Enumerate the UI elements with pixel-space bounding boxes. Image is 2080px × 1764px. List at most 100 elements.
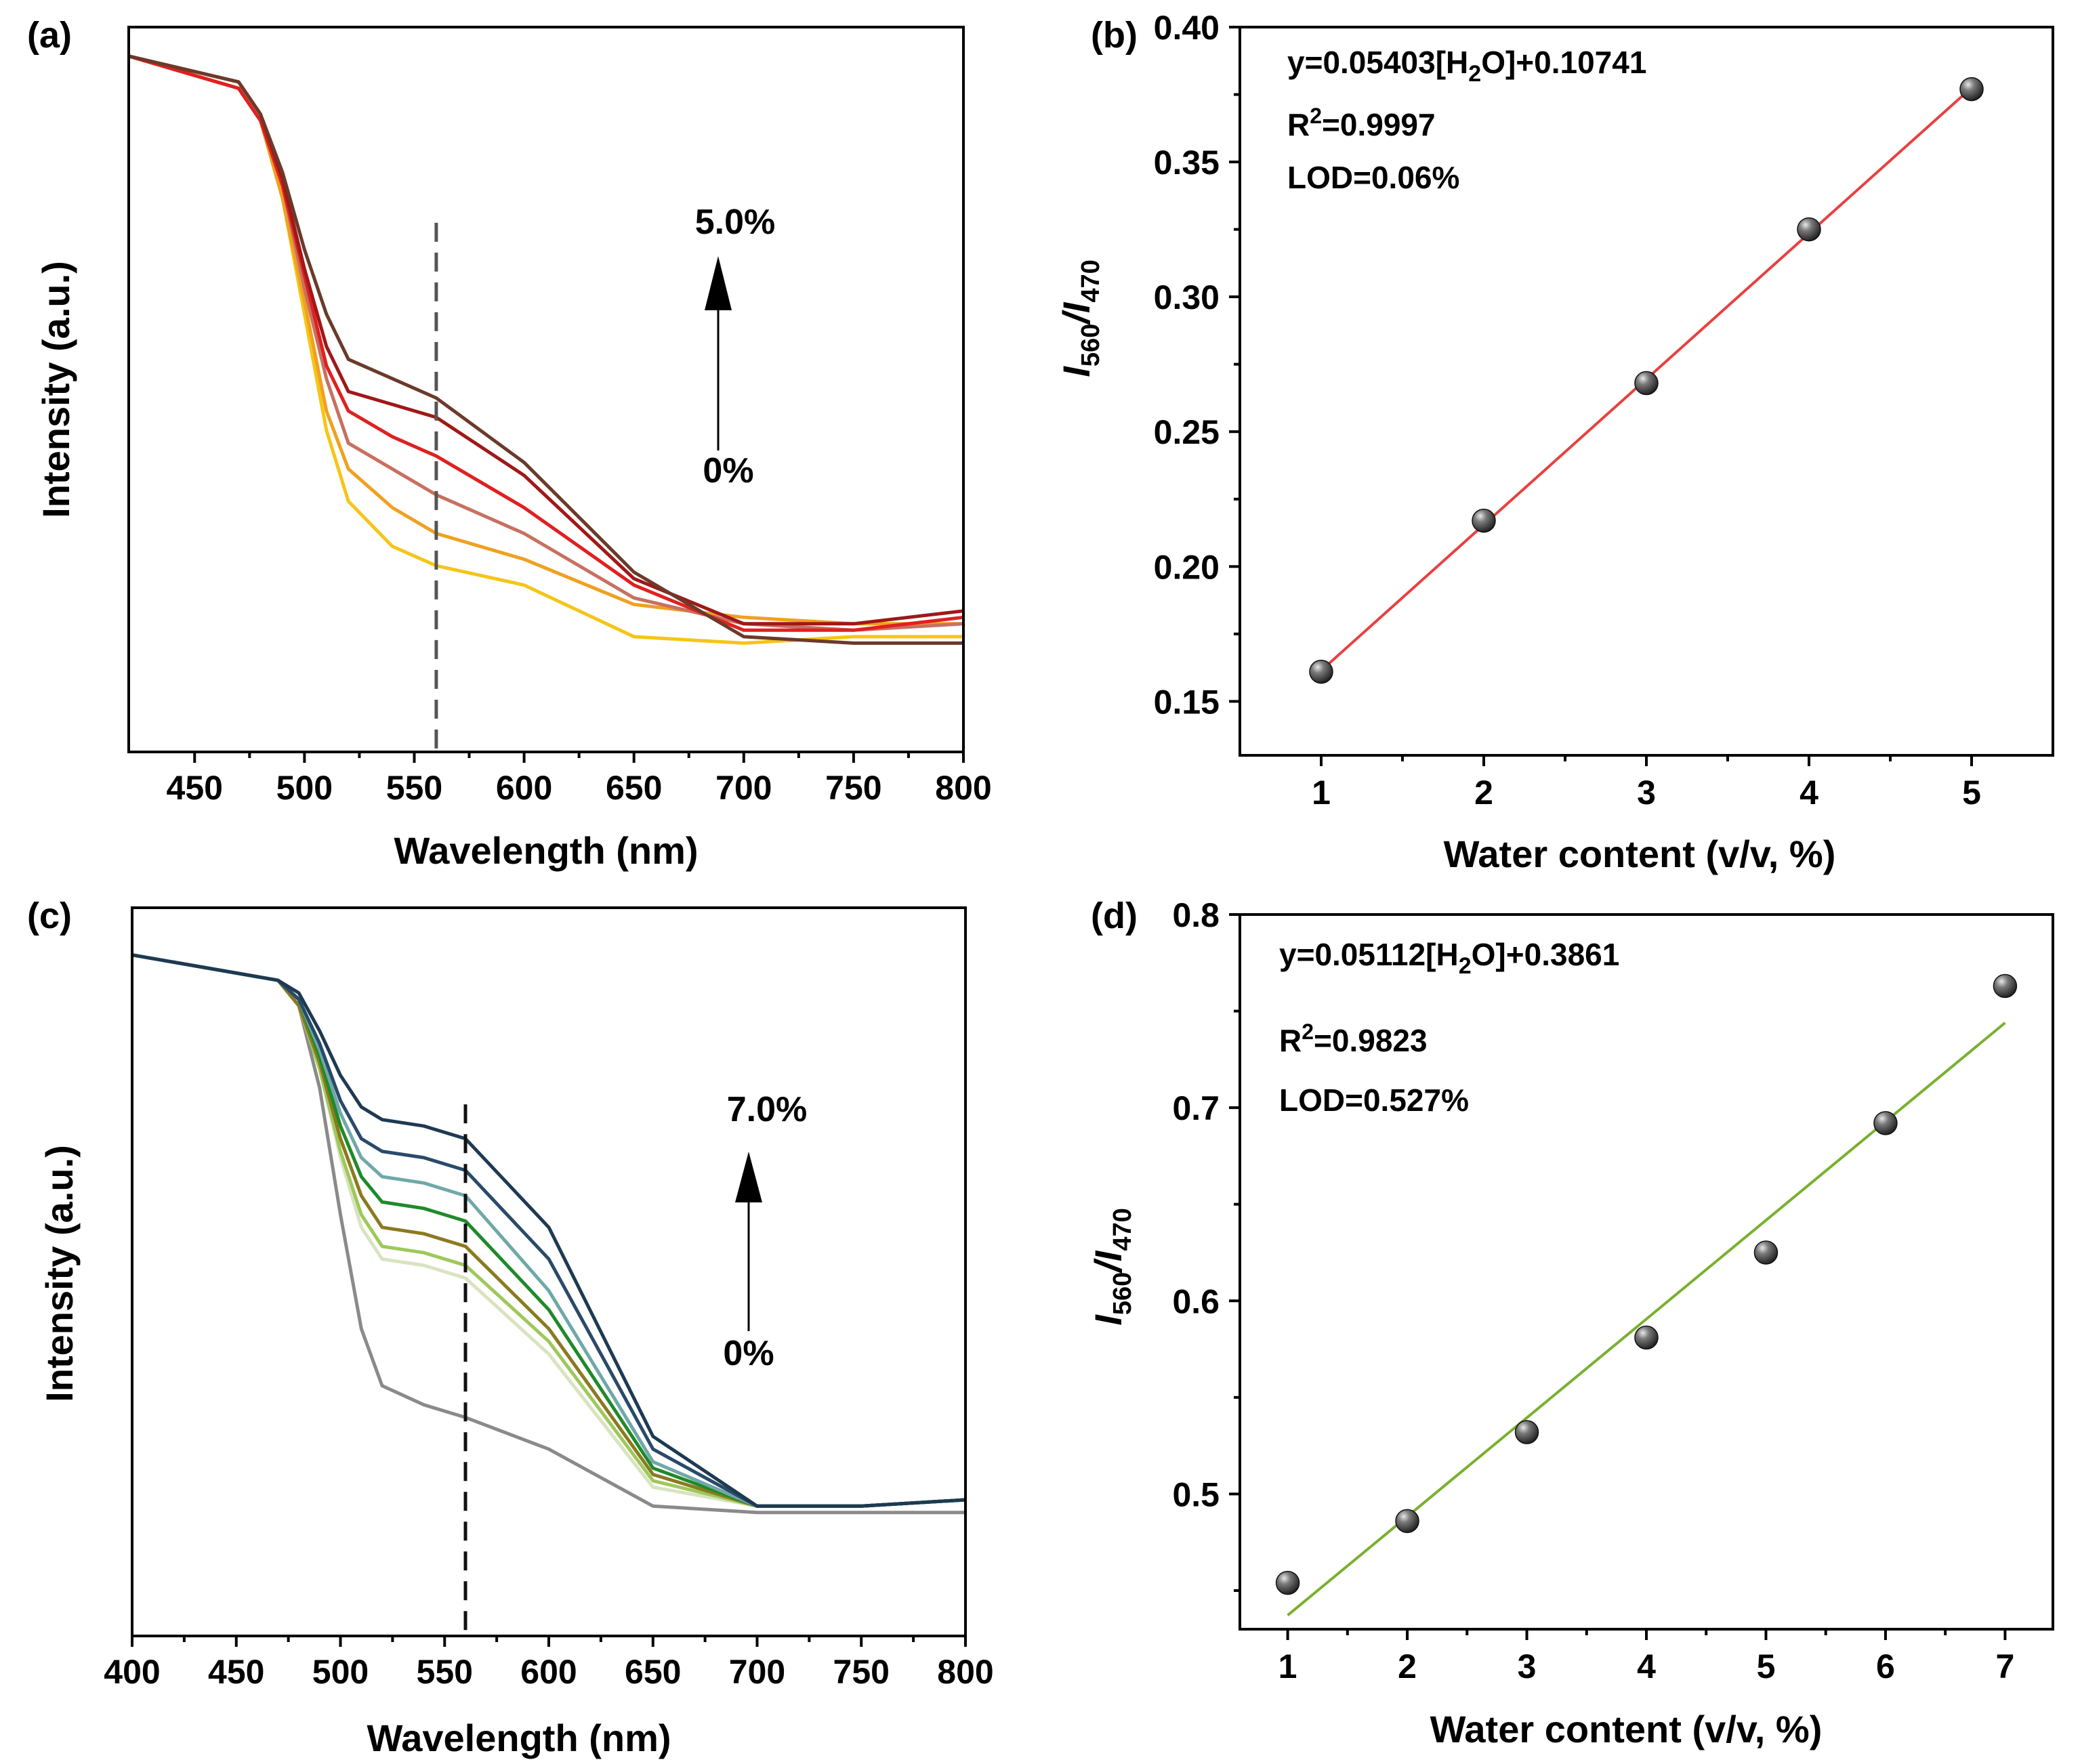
x-tick-label-a-1: 500	[276, 769, 333, 807]
panel-label-c: (c)	[27, 896, 72, 936]
y-tick-label-b-3: 0.30	[1154, 278, 1220, 316]
x-tick-label-c-4: 600	[520, 1653, 577, 1691]
x-tick-label-c-2: 500	[312, 1653, 369, 1691]
x-axis-label-b: Water content (v/v, %)	[1444, 833, 1836, 875]
x-tick-label-a-0: 450	[167, 769, 223, 807]
y-axis-label-c: Intensity (a.u.)	[38, 1145, 81, 1402]
eq-sub-d: 2	[1459, 953, 1472, 979]
lod-b: LOD=0.06%	[1287, 160, 1459, 195]
x-tick-label-a-4: 650	[606, 769, 662, 807]
fit-equation-d: y=0.05112[H2O]+0.3861	[1279, 937, 1619, 979]
x-tick-label-c-6: 700	[729, 1653, 785, 1691]
x-tick-label-b-2: 3	[1637, 774, 1656, 812]
r2-value-b: =0.9997	[1322, 107, 1436, 142]
x-tick-label-a-3: 600	[496, 769, 552, 807]
x-tick-label-a-5: 700	[715, 769, 772, 807]
y-tick-label-d-2: 0.7	[1172, 1089, 1220, 1127]
y-tick-label-b-0: 0.15	[1154, 683, 1220, 721]
arrow-up-icon-c	[735, 1152, 762, 1202]
series-line-a-2	[128, 54, 964, 632]
x-tick-label-d-5: 6	[1876, 1647, 1895, 1685]
data-point-d-1	[1395, 1509, 1419, 1534]
data-point-b-1	[1472, 508, 1496, 533]
x-tick-label-d-2: 3	[1518, 1647, 1537, 1685]
y-tick-label-d-1: 0.6	[1172, 1282, 1220, 1320]
y-ticks-b: 0.15 0.20 0.25 0.30 0.35 0.40	[1154, 9, 1240, 721]
x-tick-label-b-3: 4	[1800, 774, 1818, 812]
series-line-c-7	[131, 953, 966, 1508]
x-tick-label-a-6: 750	[825, 769, 881, 807]
y-tick-label-b-1: 0.20	[1154, 548, 1220, 586]
y-tick-label-b-5: 0.40	[1154, 9, 1220, 47]
series-line-a-0	[128, 54, 963, 645]
y-label-sep-b: /I	[1055, 301, 1098, 326]
x-tick-label-d-1: 2	[1398, 1647, 1417, 1685]
x-tick-label-b-0: 1	[1312, 774, 1331, 812]
fit-equation-b: y=0.05403[H2O]+0.10741	[1287, 45, 1646, 87]
arrow-top-label-a: 5.0%	[695, 203, 776, 242]
y-label-i-b: I	[1055, 366, 1098, 377]
x-tick-label-b-1: 2	[1474, 774, 1493, 812]
series-group-c	[131, 953, 966, 1515]
x-tick-label-d-0: 1	[1278, 1647, 1297, 1685]
x-tick-label-a-2: 550	[386, 769, 442, 807]
x-axis-label-d: Water content (v/v, %)	[1430, 1708, 1823, 1750]
series-line-c-0	[131, 953, 965, 1515]
x-tick-label-b-4: 5	[1962, 774, 1981, 812]
y-label-i-d: I	[1087, 1314, 1129, 1326]
r-squared-b: R2=0.9997	[1287, 104, 1436, 142]
y-tick-label-b-2: 0.25	[1154, 413, 1220, 451]
eq-sub-b: 2	[1468, 61, 1481, 87]
eq-suffix-d: O]+0.3861	[1472, 937, 1620, 972]
panel-d: (d) 1 2 3 4 5 6 7 0.5 0.6 0.7 0.8 Water content (…	[1087, 896, 2054, 1750]
data-point-d-5	[1873, 1111, 1898, 1135]
x-tick-label-c-7: 750	[833, 1653, 890, 1691]
x-tick-label-c-1: 450	[208, 1653, 264, 1691]
r2-sup-b: 2	[1310, 104, 1322, 128]
x-tick-label-c-5: 650	[625, 1653, 681, 1691]
x-ticks-b: 1 2 3 4 5	[1312, 755, 1981, 812]
x-tick-label-c-8: 800	[937, 1653, 993, 1691]
x-tick-label-d-6: 7	[1996, 1647, 2015, 1685]
eq-prefix-d: y=0.05112[H	[1279, 937, 1459, 972]
x-tick-label-d-4: 5	[1757, 1647, 1776, 1685]
data-point-b-4	[1959, 77, 1984, 102]
panel-label-d: (d)	[1091, 896, 1138, 936]
series-line-c-6	[131, 953, 966, 1508]
y-axis-label-b: I560/I470	[1055, 259, 1105, 377]
r-squared-d: R2=0.9823	[1279, 1020, 1428, 1058]
panel-label-a: (a)	[27, 15, 72, 56]
panel-b: (b) 1 2 3 4 5 0.15 0.20 0.25 0.30 0.35 0.40 Water…	[1055, 9, 2054, 875]
panel-a: (a) 450 500 550 600 650 700 750 800 Wavelength …	[27, 15, 992, 872]
arrow-bottom-label-c: 0%	[723, 1334, 774, 1373]
r2-value-d: =0.9823	[1314, 1023, 1428, 1058]
plot-frame-c	[131, 906, 967, 1637]
y-tick-label-d-3: 0.8	[1172, 896, 1220, 934]
panel-c: (c) 400 450 500 550 600 650 700 750 800 Waveleng…	[27, 896, 994, 1759]
x-ticks-a: 450 500 550 600 650 700 750 800	[167, 752, 992, 807]
series-line-a-3	[128, 54, 964, 632]
r2-prefix-b: R	[1287, 107, 1310, 142]
y-tick-label-d-0: 0.5	[1172, 1475, 1220, 1513]
x-ticks-d: 1 2 3 4 5 6 7	[1278, 1629, 2015, 1685]
x-tick-label-d-3: 4	[1637, 1647, 1656, 1685]
arrow-up-icon-a	[705, 256, 732, 310]
data-point-d-6	[1993, 973, 2018, 999]
x-tick-label-c-0: 400	[104, 1653, 160, 1691]
series-line-a-5	[128, 54, 963, 645]
y-label-sub1-b: 560	[1077, 324, 1105, 366]
series-group-a	[128, 54, 964, 645]
arrow-top-label-c: 7.0%	[727, 1090, 808, 1129]
x-tick-label-a-7: 800	[935, 769, 991, 807]
r2-prefix-d: R	[1279, 1023, 1302, 1058]
y-tick-label-b-4: 0.35	[1154, 144, 1220, 182]
series-line-a-1	[128, 54, 963, 626]
r2-sup-d: 2	[1302, 1020, 1314, 1044]
eq-prefix-b: y=0.05403[H	[1287, 45, 1468, 80]
y-label-sub1-d: 560	[1108, 1272, 1137, 1315]
y-label-sub2-d: 470	[1108, 1208, 1137, 1251]
x-tick-label-c-3: 550	[417, 1653, 473, 1691]
y-axis-label-d: I560/I470	[1087, 1208, 1137, 1326]
data-point-d-2	[1514, 1420, 1539, 1444]
data-point-d-0	[1275, 1570, 1300, 1595]
